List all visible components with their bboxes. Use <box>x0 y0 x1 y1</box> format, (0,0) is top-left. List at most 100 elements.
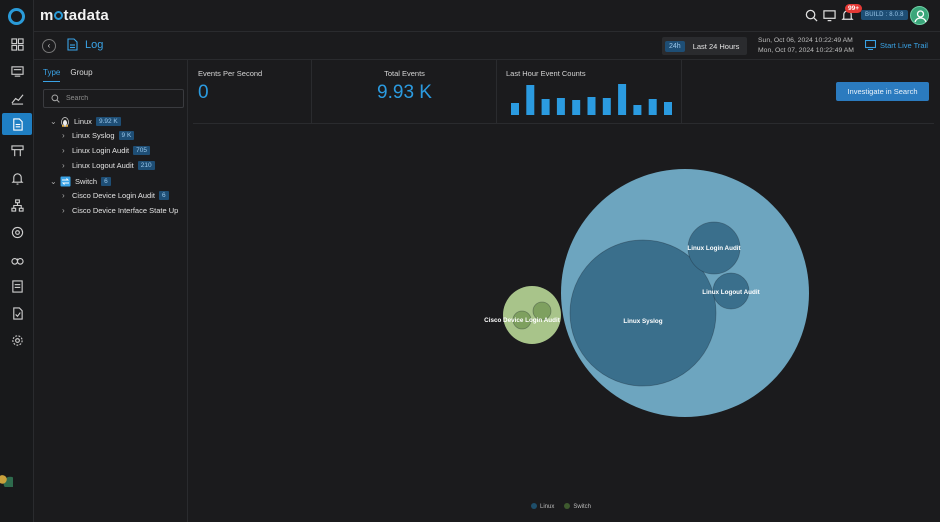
binoculars-icon[interactable] <box>0 248 34 270</box>
nav-rail <box>0 0 34 522</box>
report-icon[interactable] <box>0 275 34 297</box>
tree-node-label: Linux <box>74 117 92 126</box>
stat-label: Last Hour Event Counts <box>506 69 586 78</box>
side-search-box <box>43 89 184 108</box>
time-range-to: Mon, Oct 07, 2024 10:22:49 AM <box>758 46 854 54</box>
bubble-chart: Linux Syslog Linux Login Audit Linux Logou… <box>484 169 809 417</box>
chevron-right-icon[interactable]: › <box>62 206 65 215</box>
tree-node-cisco-interface-state[interactable]: › Cisco Device Interface State Up <box>62 206 188 215</box>
tree-node-label: Switch <box>75 177 98 186</box>
side-tabs: Type Group <box>43 68 93 82</box>
switch-icon <box>60 176 71 187</box>
tree-node-count: 9.92 K <box>95 117 121 126</box>
stats-row: Events Per Second 0 Total Events 9.93 K … <box>189 60 940 123</box>
back-button[interactable]: ‹ <box>42 39 56 53</box>
chart-legend: Linux Switch <box>531 503 591 510</box>
chevron-down-icon[interactable]: ⌄ <box>50 117 57 126</box>
tree-node-label: Cisco Device Login Audit <box>72 191 155 200</box>
bubble-cisco-login-audit[interactable] <box>512 310 532 330</box>
time-range-selector[interactable]: 24h Last 24 Hours <box>662 37 748 55</box>
hourly-bar <box>541 99 550 115</box>
decorative-blob <box>0 474 34 522</box>
stat-value: 0 <box>198 82 209 103</box>
tab-type[interactable]: Type <box>43 68 61 82</box>
tab-group[interactable]: Group <box>70 68 93 77</box>
bubble-label: Linux Login Audit <box>687 245 741 252</box>
divider <box>193 123 934 124</box>
tree-node-count: 9 K <box>118 131 135 140</box>
search-icon <box>51 94 60 103</box>
legend-label: Switch <box>573 504 592 510</box>
settings-gear-icon[interactable] <box>0 329 34 351</box>
legend-item-linux[interactable]: Linux <box>531 503 554 510</box>
hourly-bar <box>602 98 611 115</box>
stat-label: Events Per Second <box>198 69 263 78</box>
tree-node-linux-login-audit[interactable]: › Linux Login Audit 705 <box>62 146 150 155</box>
hourly-bar <box>511 103 519 115</box>
stat-last-hour: Last Hour Event Counts <box>497 60 682 123</box>
hourly-bar <box>587 97 596 115</box>
build-version-badge: BUILD : 8.0.8 <box>861 10 908 20</box>
investigate-in-search-button[interactable]: Investigate in Search <box>836 82 929 101</box>
hourly-bar <box>648 99 657 115</box>
user-avatar[interactable] <box>910 6 929 25</box>
tree-node-count: 210 <box>137 161 155 170</box>
stat-value: 9.93 K <box>377 82 432 103</box>
bubble-cisco-interface-state[interactable] <box>532 301 552 321</box>
search-icon[interactable] <box>805 9 818 22</box>
checklist-icon[interactable] <box>0 302 34 324</box>
bubble-label: Cisco Device Login Audit <box>484 317 561 324</box>
screen-share-icon[interactable] <box>823 9 836 22</box>
hourly-bar <box>556 98 565 115</box>
tree-node-linux-syslog[interactable]: › Linux Syslog 9 K <box>62 131 135 140</box>
tree-node-count: 6 <box>158 191 169 200</box>
chevron-right-icon[interactable]: › <box>62 191 65 200</box>
time-range-label: Last 24 Hours <box>692 41 740 51</box>
bubble-linux-login-audit[interactable] <box>687 221 741 275</box>
start-live-trail-label: Start Live Trail <box>880 40 928 50</box>
chevron-down-icon[interactable]: ⌄ <box>50 177 57 186</box>
topology-icon[interactable] <box>0 194 34 216</box>
bubble-switch[interactable] <box>503 286 561 344</box>
metrics-icon[interactable] <box>0 87 34 109</box>
flow-icon[interactable] <box>0 140 34 162</box>
chevron-right-icon[interactable]: › <box>62 146 65 155</box>
hourly-bar <box>526 85 535 115</box>
legend-label: Linux <box>540 504 555 510</box>
stat-label: Total Events <box>384 69 425 78</box>
monitor-icon[interactable] <box>0 60 34 82</box>
chevron-left-icon: ‹ <box>47 41 51 50</box>
log-document-icon <box>67 38 78 51</box>
app-logo-icon[interactable] <box>8 8 25 25</box>
tree-node-count: 705 <box>133 146 150 155</box>
bubble-linux-logout-audit[interactable] <box>712 272 750 310</box>
chevron-right-icon[interactable]: › <box>62 161 65 170</box>
tree-node-label: Linux Logout Audit <box>72 161 134 170</box>
bubble-linux-syslog[interactable] <box>569 239 717 387</box>
alert-bell-icon[interactable] <box>0 167 34 189</box>
tree-node-linux-logout-audit[interactable]: › Linux Logout Audit 210 <box>62 161 155 170</box>
start-live-trail-button[interactable]: Start Live Trail <box>865 40 928 50</box>
bubble-label: Linux Syslog <box>623 318 662 325</box>
side-search-input[interactable] <box>66 95 176 102</box>
brand-logo[interactable]: m tadata <box>40 7 109 24</box>
hourly-sparkline <box>511 84 672 115</box>
stat-events-per-second: Events Per Second 0 <box>189 60 312 123</box>
tree-node-label: Linux Login Audit <box>72 146 130 155</box>
dashboard-icon[interactable] <box>0 33 34 55</box>
tree-node-cisco-login-audit[interactable]: › Cisco Device Login Audit 6 <box>62 191 169 200</box>
network-scan-icon[interactable] <box>0 221 34 243</box>
hourly-bar <box>664 102 672 115</box>
live-trail-icon <box>865 40 876 50</box>
type-side-panel: Type Group ⌄ Linux 9.92 K › Linux Syslog… <box>34 60 188 522</box>
legend-item-switch[interactable]: Switch <box>564 503 591 510</box>
tree-node-linux[interactable]: ⌄ Linux 9.92 K <box>50 116 121 127</box>
tree-node-label: Cisco Device Interface State Up <box>72 206 179 215</box>
stat-total-events: Total Events 9.93 K <box>312 60 497 123</box>
time-range-dates: Sun, Oct 06, 2024 10:22:49 AM Mon, Oct 0… <box>758 36 854 55</box>
tree-node-switch[interactable]: ⌄ Switch 6 <box>50 176 111 187</box>
log-icon[interactable] <box>2 113 32 135</box>
page-title: Log <box>85 39 104 51</box>
chevron-right-icon[interactable]: › <box>62 131 65 140</box>
top-bar: m tadata 99+ BUILD : 8.0.8 <box>34 0 940 32</box>
